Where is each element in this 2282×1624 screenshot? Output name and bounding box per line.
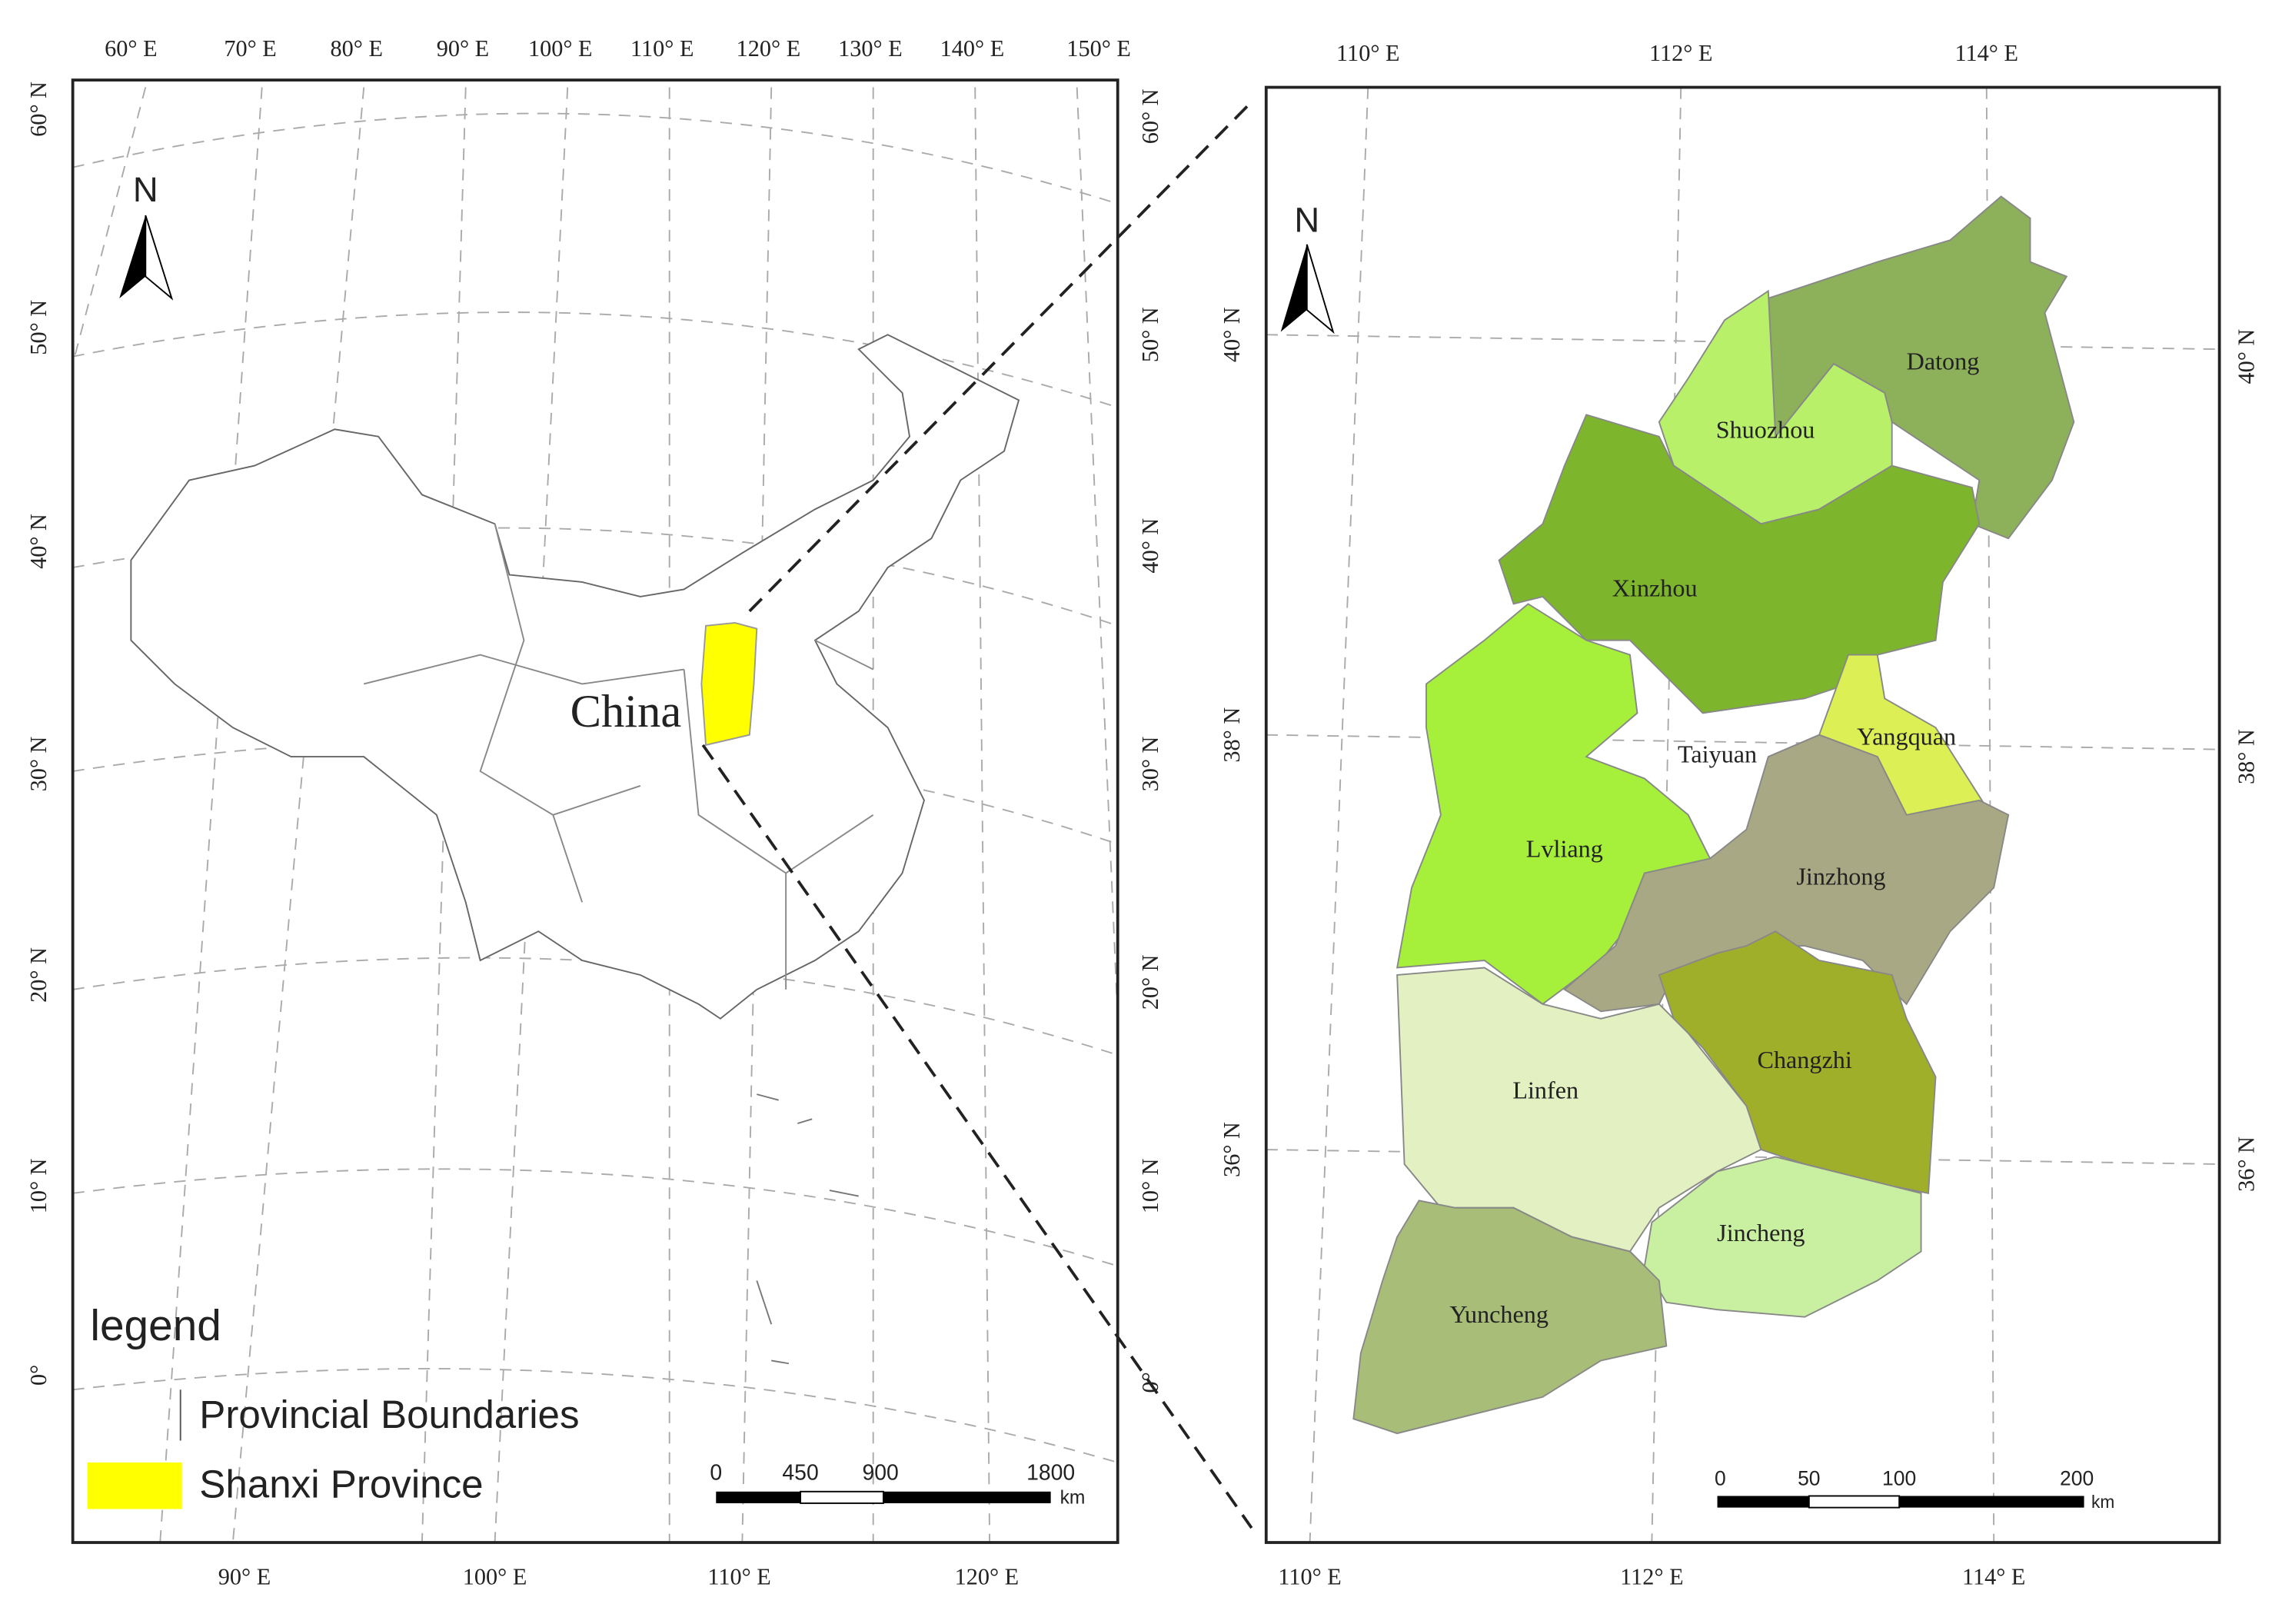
scale-label: 1800 [1026, 1461, 1075, 1486]
lon-label: 112° E [1649, 40, 1712, 66]
lon-label: 114° E [1962, 1563, 2025, 1589]
city-label: Linfen [1512, 1077, 1578, 1104]
lon-label: 130° E [838, 35, 903, 62]
city-label: Shuozhou [1716, 415, 1815, 443]
scale-label: 50 [1798, 1467, 1820, 1490]
lon-label: 110° E [630, 35, 694, 62]
legend-item: Provincial Boundaries [199, 1393, 579, 1436]
north-label: N [133, 170, 158, 209]
islands [756, 1093, 859, 1365]
china-outline [130, 334, 1020, 1020]
lon-label: 110° E [1336, 40, 1399, 66]
shanxi [700, 622, 758, 747]
lat-label: 30° N [1137, 737, 1163, 792]
lat-label: 60° N [1137, 88, 1163, 144]
left-frame [71, 78, 1119, 1544]
city-label: Datong [1907, 347, 1980, 374]
region [1658, 930, 1937, 1194]
legend-title: legend [90, 1302, 221, 1350]
lat-label: 36° N [1219, 1122, 1245, 1177]
city-label: Jinzhong [1796, 862, 1885, 890]
city-label: Yuncheng [1449, 1300, 1548, 1328]
north-arrow [119, 215, 146, 298]
scale-unit: km [1060, 1488, 1086, 1509]
scale-label: 900 [863, 1461, 899, 1486]
city-label: Jincheng [1717, 1219, 1805, 1246]
lon-label: 100° E [463, 1563, 527, 1589]
legend-item: Shanxi Province [199, 1463, 483, 1506]
north-label: N [1294, 201, 1319, 240]
left-map [71, 78, 1253, 1544]
lon-label: 90° E [218, 1563, 271, 1589]
lon-label: 80° E [331, 35, 383, 62]
lon-label: 120° E [737, 35, 801, 62]
lon-label: 110° E [707, 1563, 770, 1589]
north-arrow [145, 215, 174, 301]
north-arrow [1306, 244, 1335, 334]
scale-bar [1717, 1496, 1809, 1508]
right-map [1264, 85, 2221, 1544]
lat-label: 40° N [25, 514, 52, 569]
lat-label: 10° N [25, 1158, 52, 1213]
right-frame [1264, 85, 2221, 1544]
country-label: China [570, 686, 682, 737]
scale-bar [1808, 1495, 1901, 1509]
lon-label: 110° E [1278, 1563, 1341, 1589]
meridians [72, 87, 1119, 1543]
lat-label: 38° N [2233, 729, 2259, 784]
lon-label: 100° E [528, 35, 593, 62]
scale-label: 0 [1715, 1467, 1726, 1490]
scale-label: 200 [2060, 1467, 2094, 1490]
scale-unit: km [2091, 1492, 2114, 1512]
scale-bar [883, 1491, 1051, 1503]
zoom-lines [701, 101, 1253, 1529]
province-lines [363, 524, 874, 990]
lat-label: 60° N [25, 82, 52, 137]
lon-label: 112° E [1620, 1563, 1683, 1589]
scale-bar [1899, 1496, 2084, 1508]
city-label: Taiyuan [1678, 740, 1757, 767]
region [1498, 414, 1981, 714]
scale-label: 0 [710, 1461, 722, 1486]
region [1643, 1156, 1922, 1318]
lat-label: 30° N [25, 737, 52, 792]
lat-label: 20° N [1137, 954, 1163, 1010]
lon-label: 140° E [940, 35, 1005, 62]
city-label: Changzhi [1758, 1046, 1852, 1073]
lat-label: 10° N [1137, 1158, 1163, 1213]
lat-label: 40° N [1137, 518, 1163, 574]
lon-label: 70° E [224, 35, 276, 62]
scale-label: 100 [1882, 1467, 1916, 1490]
lat-label: 50° N [25, 300, 52, 355]
lat-label: 0° [25, 1365, 52, 1386]
region [1352, 1200, 1668, 1435]
lat-label: 40° N [2233, 329, 2259, 384]
lat-label: 40° N [1219, 307, 1245, 362]
city-label: Lvliang [1526, 834, 1603, 862]
lon-label: 120° E [955, 1563, 1020, 1589]
lon-label: 60° E [105, 35, 157, 62]
scale-bar [800, 1490, 884, 1504]
lat-label: 38° N [1219, 707, 1245, 763]
city-label: Yangquan [1857, 723, 1956, 750]
scale-label: 450 [782, 1461, 818, 1486]
scale-bar [716, 1491, 801, 1503]
lon-label: 90° E [437, 35, 489, 62]
lat-label: 20° N [25, 947, 52, 1003]
graticule [72, 112, 1119, 1463]
lon-label: 114° E [1955, 40, 2018, 66]
city-label: Xinzhou [1612, 574, 1698, 602]
lat-label: 50° N [1137, 307, 1163, 362]
legend-swatch [87, 1462, 182, 1509]
region [1563, 734, 2010, 1013]
lon-label: 150° E [1066, 35, 1131, 62]
lat-label: 0° [1137, 1372, 1163, 1393]
lat-label: 36° N [2233, 1136, 2259, 1192]
